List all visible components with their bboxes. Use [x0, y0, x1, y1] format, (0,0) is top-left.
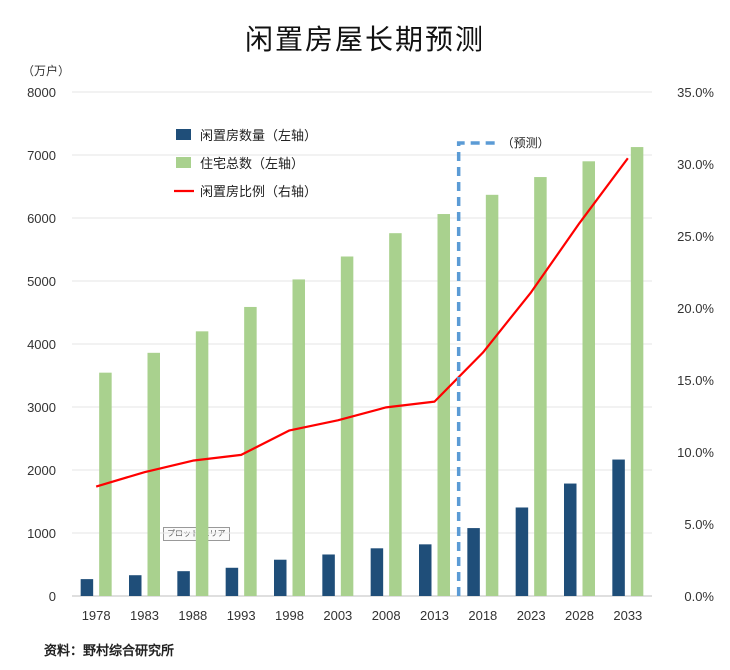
right-axis-tick-label: 10.0% — [677, 445, 714, 460]
x-axis-tick-label: 2023 — [517, 608, 546, 623]
forecast-boundary-line — [456, 141, 497, 596]
source-note: 资料：野村综合研究所 — [44, 644, 175, 659]
bar-total-houses — [630, 147, 644, 596]
left-axis-tick-label: 7000 — [27, 148, 56, 163]
bar-vacant-houses — [177, 571, 190, 596]
left-axis-unit-label: （万户） — [22, 64, 71, 78]
legend-label: 闲置房比例（右轴） — [200, 184, 317, 200]
x-axis-tick-label: 1993 — [227, 608, 256, 623]
forecast-marker: （预测） — [456, 136, 550, 596]
left-axis-tick-label: 8000 — [27, 85, 56, 100]
bar-total-houses — [195, 331, 209, 596]
bar-vacant-houses — [419, 544, 432, 596]
x-axis-tick-label: 1983 — [130, 608, 159, 623]
x-axis-tick-label: 2008 — [372, 608, 401, 623]
bar-vacant-houses — [225, 567, 239, 596]
legend-swatch-total — [176, 157, 191, 168]
right-axis-tick-label: 25.0% — [677, 229, 714, 244]
left-axis-tick-label: 0 — [49, 589, 56, 604]
bar-total-houses — [437, 214, 450, 596]
bar-total-houses — [147, 352, 160, 596]
bar-total-houses — [485, 194, 499, 597]
bar-vacant-houses — [274, 559, 287, 596]
left-axis-tick-label: 4000 — [27, 337, 56, 352]
legend-swatch-vacant — [176, 129, 191, 140]
left-axis-tick-label: 6000 — [27, 211, 56, 226]
gridlines — [72, 91, 652, 597]
right-axis-tick-label: 20.0% — [677, 301, 714, 316]
bar-total-houses — [389, 233, 402, 597]
bar-total-houses — [340, 256, 354, 596]
right-axis-tick-label: 5.0% — [684, 517, 714, 532]
chart-title: 闲置房屋长期预测 — [244, 23, 485, 56]
ratio-line-layer — [95, 157, 629, 488]
legend-label: 住宅总数（左轴） — [200, 157, 304, 172]
legend: 闲置房数量（左轴） 住宅总数（左轴） 闲置房比例（右轴） — [174, 128, 317, 200]
legend-label: 闲置房数量（左轴） — [200, 128, 317, 144]
bar-total-houses — [582, 161, 595, 597]
bar-vacant-houses — [515, 507, 529, 596]
right-axis-tick-label: 35.0% — [677, 85, 714, 100]
bar-vacant-houses — [612, 459, 625, 596]
right-axis-tick-label: 30.0% — [677, 157, 714, 172]
bar-total-houses — [534, 177, 547, 597]
bar-total-houses — [292, 279, 305, 596]
bar-vacant-houses — [370, 548, 384, 596]
x-axis-tick-label: 1978 — [82, 608, 111, 623]
right-axis-tick-label: 15.0% — [677, 373, 714, 388]
ratio-line — [95, 157, 629, 488]
x-axis-tick-label: 2018 — [468, 608, 497, 623]
bar-vacant-houses — [129, 575, 142, 596]
bar-vacant-houses — [322, 554, 335, 596]
bars — [80, 147, 644, 597]
forecast-label: （预测） — [502, 136, 550, 150]
bar-vacant-houses — [467, 528, 480, 596]
axes: 0 1000 2000 3000 4000 5000 6000 7000 8000 0.0% 5.0… — [27, 85, 714, 623]
x-axis-tick-label: 1998 — [275, 608, 304, 623]
x-axis-tick-label: 2028 — [565, 608, 594, 623]
left-axis-tick-label: 2000 — [27, 463, 56, 478]
x-axis-tick-label: 2033 — [613, 608, 642, 623]
right-axis-tick-label: 0.0% — [684, 589, 714, 604]
x-axis-tick-label: 1988 — [178, 608, 207, 623]
bar-total-houses — [244, 306, 257, 596]
x-axis-tick-label: 2003 — [323, 608, 352, 623]
left-axis-tick-label: 3000 — [27, 400, 56, 415]
left-axis-tick-label: 5000 — [27, 274, 56, 289]
bar-vacant-houses — [564, 483, 577, 596]
bar-vacant-houses — [80, 579, 94, 596]
x-axis-tick-label: 2013 — [420, 608, 449, 623]
left-axis-tick-label: 1000 — [27, 526, 56, 541]
